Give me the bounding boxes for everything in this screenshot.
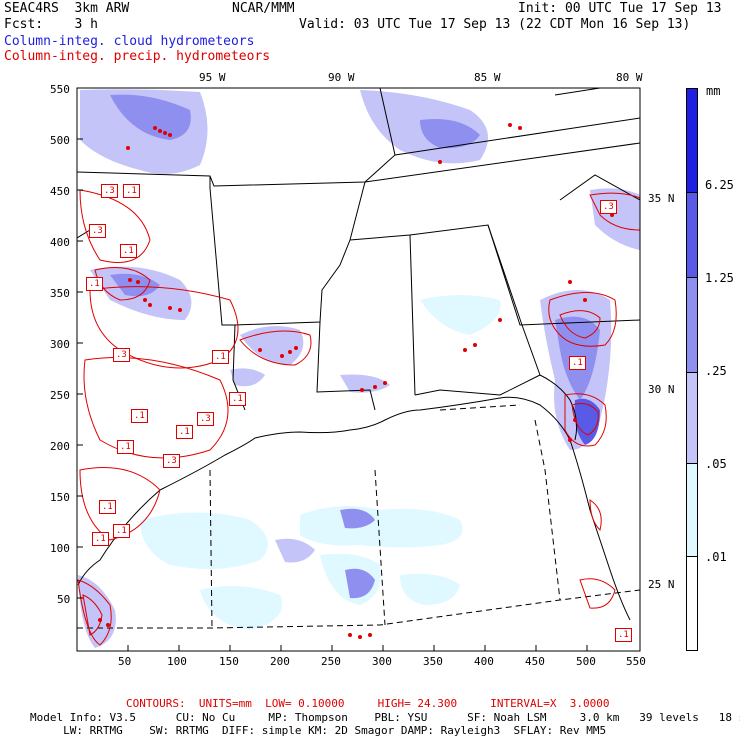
colorbar-unit: mm — [706, 84, 721, 98]
x-tick: 300 — [372, 655, 392, 668]
cloud-field — [78, 89, 640, 648]
lat-label-25n: 25 N — [648, 578, 675, 591]
plot-frame — [76, 87, 641, 652]
precip-cells — [98, 123, 614, 639]
organization-label: NCAR/MMM — [232, 1, 295, 16]
contour-label: .3 — [600, 200, 617, 214]
colorbar-level: .05 — [705, 457, 727, 471]
contour-label: .3 — [113, 348, 130, 362]
model-info-line2: LW: RRTMG SW: RRTMG DIFF: simple KM: 2D … — [30, 724, 607, 737]
precip-contours — [77, 189, 640, 646]
x-tick: 500 — [576, 655, 596, 668]
contour-label: .3 — [163, 454, 180, 468]
contour-label: .3 — [197, 412, 214, 426]
colorbar-segment — [686, 556, 698, 651]
y-tick: 100 — [50, 542, 70, 555]
contour-label: .3 — [89, 224, 106, 238]
contour-label: .1 — [229, 392, 246, 406]
contour-label: .1 — [176, 425, 193, 439]
init-time: Init: 00 UTC Tue 17 Sep 13 — [518, 1, 722, 16]
y-tick: 400 — [50, 236, 70, 249]
x-tick: 50 — [118, 655, 132, 668]
state-boundaries — [77, 88, 640, 411]
contour-label: .1 — [92, 532, 109, 546]
colorbar-level: 1.25 — [705, 271, 734, 285]
contour-label: .1 — [99, 500, 116, 514]
y-tick: 250 — [50, 389, 70, 402]
x-tick: 450 — [525, 655, 545, 668]
contour-label: .1 — [212, 350, 229, 364]
contour-label: .1 — [123, 184, 140, 198]
contour-info: CONTOURS: UNITS=mm LOW= 0.10000 HIGH= 24… — [126, 697, 610, 710]
contour-label: .1 — [569, 356, 586, 370]
x-tick: 350 — [423, 655, 443, 668]
y-tick: 200 — [50, 440, 70, 453]
lon-label-85w: 85 W — [474, 71, 501, 84]
colorbar-segment — [686, 463, 698, 557]
colorbar-level: 6.25 — [705, 178, 734, 192]
lon-label-95w: 95 W — [199, 71, 226, 84]
colorbar-segment — [686, 88, 698, 193]
x-tick: 100 — [167, 655, 187, 668]
x-tick: 550 — [626, 655, 646, 668]
colorbar-level: .01 — [705, 550, 727, 564]
valid-time: Valid: 03 UTC Tue 17 Sep 13 (22 CDT Mon … — [299, 17, 691, 32]
colorbar-segment — [686, 372, 698, 464]
contour-label: .1 — [86, 277, 103, 291]
y-tick: 550 — [50, 83, 70, 96]
colorbar-level: .25 — [705, 364, 727, 378]
model-title: SEAC4RS 3km ARW — [4, 1, 130, 16]
y-tick: 450 — [50, 185, 70, 198]
lon-label-90w: 90 W — [328, 71, 355, 84]
y-tick: 300 — [50, 338, 70, 351]
forecast-hour: Fcst: 3 h — [4, 17, 98, 32]
lon-label-80w: 80 W — [616, 71, 643, 84]
x-tick: 150 — [219, 655, 239, 668]
contour-label: .1 — [120, 244, 137, 258]
legend-precip: Column-integ. precip. hydrometeors — [4, 49, 271, 64]
colorbar-segment — [686, 277, 698, 373]
contour-label: .1 — [117, 440, 134, 454]
model-info-line1: Model Info: V3.5 CU: No Cu MP: Thompson … — [30, 711, 740, 724]
y-tick: 500 — [50, 134, 70, 147]
contour-label: .3 — [101, 184, 118, 198]
x-tick: 250 — [321, 655, 341, 668]
lat-label-30n: 30 N — [648, 383, 675, 396]
contour-label: .1 — [131, 409, 148, 423]
legend-cloud: Column-integ. cloud hydrometeors — [4, 34, 255, 49]
domain-dashes — [77, 404, 640, 629]
contour-label: .1 — [113, 524, 130, 538]
axis-ticks — [77, 138, 588, 651]
y-tick: 350 — [50, 287, 70, 300]
colorbar-segment — [686, 192, 698, 278]
x-tick: 200 — [270, 655, 290, 668]
lat-label-35n: 35 N — [648, 192, 675, 205]
contour-label: .1 — [615, 628, 632, 642]
y-tick: 50 — [57, 593, 71, 606]
x-tick: 400 — [474, 655, 494, 668]
y-tick: 150 — [50, 491, 70, 504]
coastline — [77, 374, 631, 621]
